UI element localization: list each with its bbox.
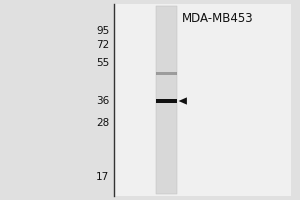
Text: 72: 72	[96, 40, 110, 50]
Bar	[156, 6, 177, 194]
Bar	[156, 72, 177, 75]
Bar	[114, 4, 291, 196]
Text: 17: 17	[96, 172, 110, 182]
Bar	[156, 99, 177, 103]
Text: 95: 95	[96, 26, 110, 36]
Text: 28: 28	[96, 118, 110, 128]
Polygon shape	[178, 97, 187, 105]
Text: MDA-MB453: MDA-MB453	[182, 11, 253, 24]
Text: 55: 55	[96, 58, 110, 68]
Text: 36: 36	[96, 96, 110, 106]
